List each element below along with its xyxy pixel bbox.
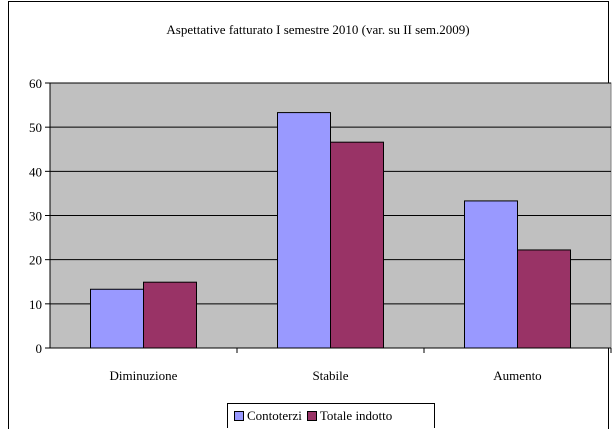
y-tick-label-60: 60	[29, 76, 42, 91]
legend-swatch-contoterzi	[234, 411, 244, 421]
legend-swatch-totale-indotto	[306, 411, 317, 421]
y-tick-label-10: 10	[29, 297, 42, 312]
chart-legend: Contoterzi Totale indotto	[227, 403, 435, 428]
chart-title: Aspettative fatturato I semestre 2010 (v…	[166, 22, 470, 37]
legend-item-contoterzi: Contoterzi	[234, 408, 302, 424]
legend-label-contoterzi: Contoterzi	[247, 408, 302, 423]
bar-contoterzi-diminuzione	[90, 288, 144, 349]
y-tick-label-20: 20	[29, 253, 42, 268]
y-tick-label-30: 30	[29, 209, 42, 224]
legend-label-totale-indotto: Totale indotto	[319, 408, 393, 423]
y-tick-label-0: 0	[36, 341, 43, 356]
legend-item-totale-indotto: Totale indotto	[306, 408, 393, 424]
y-tick-label-40: 40	[29, 164, 42, 179]
y-tick-label-50: 50	[29, 120, 42, 135]
bar-totale-indotto-stabile	[330, 141, 384, 349]
x-tick-label-aumento: Aumento	[493, 368, 541, 383]
bar-totale-indotto-diminuzione	[143, 281, 197, 349]
bar-totale-indotto-aumento	[517, 249, 571, 349]
x-tick-label-diminuzione: Diminuzione	[110, 368, 178, 383]
bar-contoterzi-aumento	[464, 200, 518, 349]
x-tick-label-stabile: Stabile	[312, 368, 348, 383]
bar-contoterzi-stabile	[277, 112, 331, 349]
